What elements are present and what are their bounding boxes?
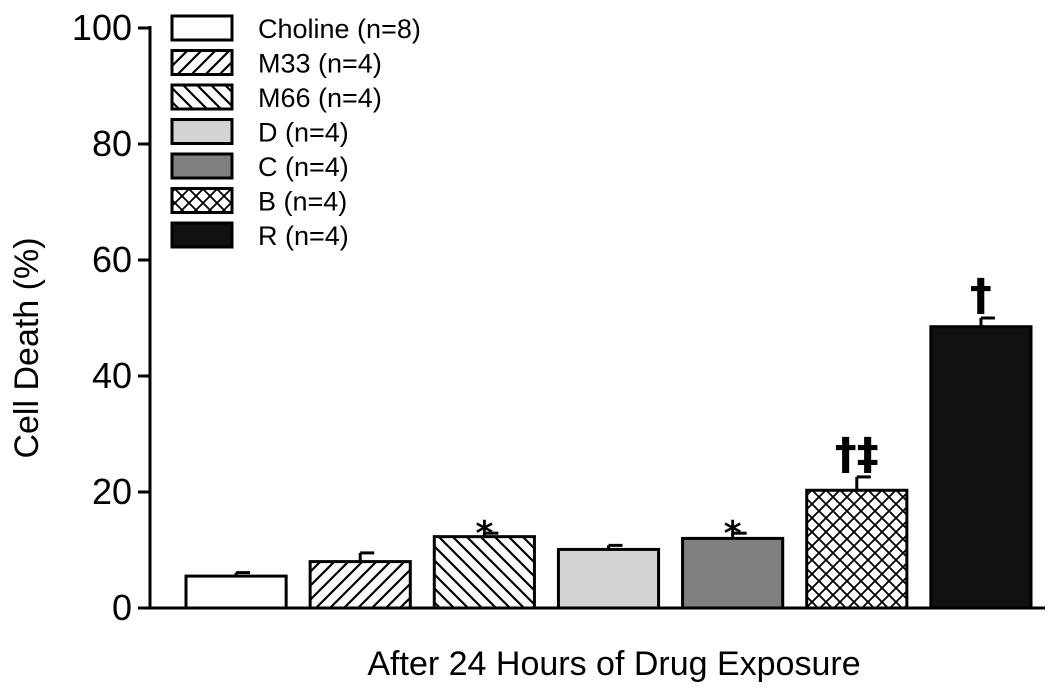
legend-item: M66 (n=4)	[170, 83, 382, 113]
legend-swatch	[170, 221, 234, 249]
bar-group	[556, 543, 661, 610]
y-tick-label: 20	[92, 471, 132, 512]
legend-item: D (n=4)	[170, 118, 349, 148]
bar	[805, 488, 909, 610]
bar-group	[308, 551, 412, 610]
legend-swatch	[170, 49, 234, 76]
legend-label: R (n=4)	[258, 221, 349, 251]
legend-item: B (n=4)	[170, 187, 347, 217]
legend-label: M66 (n=4)	[258, 83, 382, 113]
y-tick-label: 40	[92, 355, 132, 396]
bar-group: †‡	[805, 429, 909, 610]
significance-marker: *	[475, 514, 493, 554]
y-tick-label: 80	[92, 123, 132, 164]
legend-swatch	[170, 14, 234, 42]
bar-group: *	[432, 514, 536, 610]
bar	[681, 536, 785, 610]
legend-swatch	[170, 187, 234, 214]
legend-swatch	[170, 83, 234, 111]
legend-item: Choline (n=8)	[170, 14, 421, 44]
legend: Choline (n=8) M33 (n=4) M66 (n=4) D (n=4) C …	[170, 14, 421, 251]
bar-group: †	[929, 270, 1033, 610]
bar-group: *	[681, 514, 785, 610]
y-axis-title: Cell Death (%)	[8, 237, 46, 458]
legend-item: C (n=4)	[170, 152, 349, 182]
bar	[432, 535, 536, 610]
x-axis-title: After 24 Hours of Drug Exposure	[367, 645, 860, 683]
legend-label: M33 (n=4)	[258, 49, 382, 79]
legend-label: C (n=4)	[258, 152, 349, 182]
legend-swatch	[170, 118, 234, 145]
bar	[308, 560, 412, 610]
legend-label: B (n=4)	[258, 187, 347, 217]
legend-item: M33 (n=4)	[170, 49, 382, 79]
bar	[929, 325, 1033, 610]
bars: * * †‡ †	[184, 270, 1033, 610]
legend-swatch	[170, 152, 234, 180]
significance-marker: †‡	[835, 429, 879, 480]
y-axis: 0 20 40 60 80 100	[72, 7, 152, 628]
legend-label: D (n=4)	[258, 118, 349, 148]
bar	[556, 547, 661, 610]
y-tick-label: 0	[112, 587, 132, 628]
significance-marker: †	[970, 270, 992, 321]
y-tick-label: 100	[72, 7, 132, 48]
significance-marker: *	[724, 514, 742, 554]
bar	[184, 574, 288, 610]
bar-group	[184, 571, 288, 610]
legend-label: Choline (n=8)	[258, 14, 421, 44]
y-tick-label: 60	[92, 239, 132, 280]
legend-item: R (n=4)	[170, 221, 349, 251]
